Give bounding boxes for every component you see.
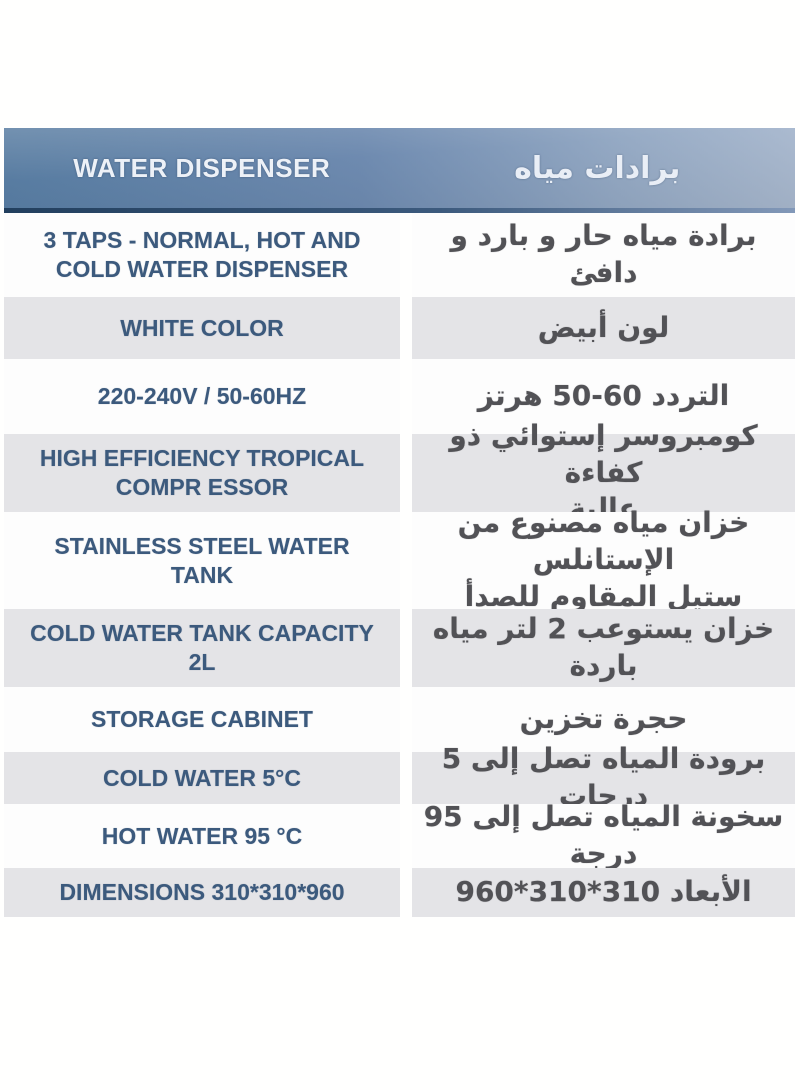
spec-cell-arabic: سخونة المياه تصل إلى 95 درجة [412, 800, 795, 870]
spec-cell-arabic: برودة المياه تصل إلى 5 درجات [412, 742, 795, 812]
table-header: WATER DISPENSER برادات مياه [4, 128, 795, 213]
spec-table: WATER DISPENSER برادات مياه 3 TAPS - NOR… [4, 128, 795, 917]
spec-cell-arabic: خزان مياه مصنوع من الإستانلس ستيل المقاو… [412, 506, 795, 613]
spec-row: COLD WATER TANK CAPACITY 2L خزان يستوعب … [4, 609, 795, 687]
spec-row: HOT WATER 95 °C سخونة المياه تصل إلى 95 … [4, 800, 795, 870]
spec-cell-arabic: الأبعاد 310*310*960 [412, 868, 795, 917]
spec-cell-english: WHITE COLOR [4, 297, 400, 359]
column-gutter [400, 359, 412, 434]
spec-row: 220-240V / 50-60HZ التردد 60-50 هرتز [4, 359, 795, 434]
spec-cell-english: HIGH EFFICIENCY TROPICAL COMPR ESSOR [4, 434, 400, 512]
header-title-english: WATER DISPENSER [73, 152, 331, 183]
spec-row: WHITE COLOR لون أبيض [4, 297, 795, 359]
spec-row: COLD WATER 5°C برودة المياه تصل إلى 5 در… [4, 742, 795, 812]
column-gutter [400, 868, 412, 917]
spec-cell-arabic: برادة مياه حار و بارد و دافئ [412, 213, 795, 297]
column-gutter [400, 297, 412, 359]
column-gutter [400, 512, 412, 609]
spec-cell-arabic: لون أبيض [412, 297, 795, 359]
column-gutter [400, 213, 412, 297]
spec-cell-english: HOT WATER 95 °C [4, 804, 400, 868]
column-gutter [400, 609, 412, 687]
spec-row: STORAGE CABINET حجرة تخزين [4, 687, 795, 752]
spec-cell-arabic: حجرة تخزين [412, 687, 795, 752]
spec-cell-english: 3 TAPS - NORMAL, HOT AND COLD WATER DISP… [4, 213, 400, 297]
spec-row: DIMENSIONS 310*310*960 الأبعاد 310*310*9… [4, 868, 795, 917]
spec-row: 3 TAPS - NORMAL, HOT AND COLD WATER DISP… [4, 213, 795, 297]
spec-row: HIGH EFFICIENCY TROPICAL COMPR ESSOR كوم… [4, 419, 795, 525]
spec-cell-arabic: التردد 60-50 هرتز [412, 359, 795, 434]
spec-cell-english: COLD WATER 5°C [4, 752, 400, 804]
spec-cell-english: 220-240V / 50-60HZ [4, 359, 400, 434]
spec-cell-english: COLD WATER TANK CAPACITY 2L [4, 609, 400, 687]
spec-rows: 3 TAPS - NORMAL, HOT AND COLD WATER DISP… [4, 213, 795, 917]
spec-cell-english: STAINLESS STEEL WATER TANK [4, 512, 400, 609]
spec-cell-english: STORAGE CABINET [4, 687, 400, 752]
column-gutter [400, 804, 412, 868]
header-title-arabic: برادات مياه [514, 150, 681, 186]
spec-cell-arabic: خزان يستوعب 2 لتر مياه باردة [412, 609, 795, 687]
spec-cell-arabic: كومبروسر إستوائي ذو كفاءة عالية [412, 419, 795, 525]
column-gutter [400, 687, 412, 752]
spec-row: STAINLESS STEEL WATER TANK خزان مياه مصن… [4, 506, 795, 613]
column-gutter [400, 434, 412, 512]
column-gutter [400, 752, 412, 804]
spec-cell-english: DIMENSIONS 310*310*960 [4, 868, 400, 917]
